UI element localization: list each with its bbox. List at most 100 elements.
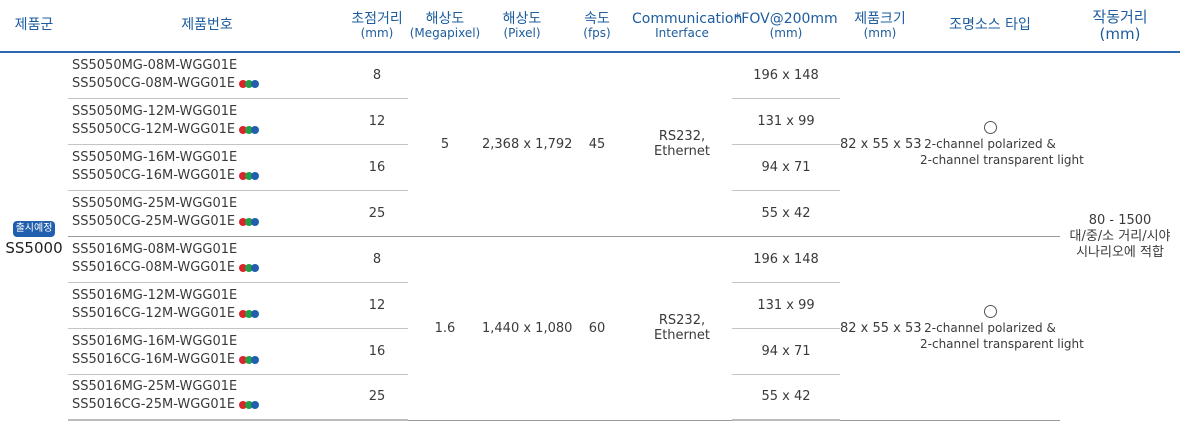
working-distance-note: 시나리오에 적합 — [1076, 244, 1164, 260]
color-dot-icon — [239, 217, 248, 226]
header-pixel: 해상도 (Pixel) — [482, 0, 562, 53]
header-fov: *FOV@200mm (mm) — [732, 0, 840, 53]
rgb-color-icon — [239, 397, 260, 415]
color-dot-icon — [239, 401, 248, 410]
fov-cell: 55 x 42 — [732, 190, 840, 237]
working-distance-value: 80 - 1500 — [1088, 212, 1152, 228]
color-dot-icon — [239, 171, 248, 180]
model-cell: SS5050MG-12M-WGG01E SS5050CG-12M-WGG01E — [68, 98, 346, 145]
model-color: SS5016CG-16M-WGG01E — [72, 351, 236, 367]
color-dot-icon — [239, 263, 248, 272]
product-group-name: SS5000 — [5, 238, 63, 257]
light-source-cell: 2-channel polarized & 2-channel transpare… — [920, 52, 1084, 237]
focal-length-cell: 12 — [346, 98, 408, 145]
table-row: 출시예정 SS5000 SS5050MG-08M-WGG01E SS5050CG-08… — [0, 52, 1180, 260]
model-cell: SS5016MG-08M-WGG01E SS5016CG-08M-WGG01E — [68, 236, 346, 283]
comm-line: Ethernet — [654, 328, 710, 343]
color-dot-icon — [251, 217, 260, 226]
table-row: SS5050MG-25M-WGG01E SS5050CG-25M-WGG01E 25… — [0, 190, 1180, 237]
model-color: SS5050CG-16M-WGG01E — [72, 167, 236, 183]
fov-cell: 55 x 42 — [732, 374, 840, 421]
circle-mark-icon — [983, 304, 997, 318]
comm-line: Ethernet — [654, 144, 710, 160]
rgb-color-icon — [239, 260, 260, 278]
rgb-color-icon — [239, 76, 260, 94]
table-row: SS5016MG-25M-WGG01E SS5016CG-25M-WGG01E 25… — [0, 374, 1180, 421]
color-dot-icon — [251, 125, 260, 134]
color-dot-icon — [251, 79, 260, 88]
model-mono: SS5050MG-12M-WGG01E — [72, 103, 238, 119]
focal-length-cell: 16 — [346, 144, 408, 191]
color-dot-icon — [245, 309, 254, 318]
table-row: SS5050MG-12M-WGG01E SS5050CG-12M-WGG01E 12… — [0, 98, 1180, 145]
color-dot-icon — [251, 355, 260, 364]
product-size-cell: 82 x 55 x 53 — [840, 52, 922, 237]
light-source-cell: 2-channel polarized & 2-channel transpare… — [920, 236, 1084, 421]
color-dot-icon — [245, 125, 254, 134]
focal-length-cell: 8 — [346, 52, 408, 99]
working-distance-note: 대/중/소 거리/시야 — [1069, 228, 1171, 244]
model-cell: SS5050MG-08M-WGG01E SS5050CG-08M-WGG01E — [68, 52, 346, 99]
circle-mark-icon — [983, 120, 997, 134]
fov-cell: 131 x 99 — [732, 98, 840, 145]
light-line: 2-channel transparent light — [920, 152, 1084, 167]
model-mono: SS5016MG-12M-WGG01E — [72, 287, 238, 303]
header-fps: 속도 (fps) — [562, 0, 632, 53]
pixel-cell: 1,440 x 1,080 — [482, 236, 572, 421]
fov-cell: 131 x 99 — [732, 282, 840, 329]
light-line: 2-channel polarized & — [924, 136, 1056, 151]
fov-cell: 94 x 71 — [732, 144, 840, 191]
model-cell: SS5050MG-16M-WGG01E SS5050CG-16M-WGG01E — [68, 144, 346, 191]
comm-line: RS232, — [658, 313, 706, 328]
model-color: SS5050CG-12M-WGG01E — [72, 121, 236, 137]
color-dot-icon — [245, 401, 254, 410]
color-dot-icon — [239, 79, 248, 88]
focal-length-cell: 25 — [346, 190, 408, 237]
header-megapixel: 해상도 (Megapixel) — [408, 0, 482, 53]
color-dot-icon — [251, 401, 260, 410]
fps-cell: 45 — [562, 52, 632, 237]
pixel-cell: 2,368 x 1,792 — [482, 52, 572, 237]
header-focal: 초점거리 (mm) — [346, 0, 408, 53]
focal-length-cell: 8 — [346, 236, 408, 283]
rgb-color-icon — [239, 168, 260, 186]
model-color-line: SS5016CG-08M-WGG01E — [72, 259, 346, 278]
model-color-line: SS5050CG-08M-WGG01E — [72, 75, 346, 94]
rgb-color-icon — [239, 122, 260, 140]
light-line: 2-channel polarized & — [924, 320, 1056, 335]
color-dot-icon — [251, 263, 260, 272]
color-dot-icon — [245, 171, 254, 180]
rgb-color-icon — [239, 306, 260, 324]
rgb-color-icon — [239, 214, 260, 232]
product-size-cell: 82 x 55 x 53 — [840, 236, 922, 421]
model-color-line: SS5016CG-25M-WGG01E — [72, 396, 346, 415]
header-distance: 작동거리 (mm) — [1060, 0, 1180, 53]
focal-length-cell: 12 — [346, 282, 408, 329]
focal-length-cell: 25 — [346, 374, 408, 421]
model-mono: SS5016MG-25M-WGG01E — [72, 379, 238, 395]
model-mono: SS5016MG-08M-WGG01E — [72, 241, 238, 257]
model-color-line: SS5050CG-25M-WGG01E — [72, 213, 346, 232]
model-color-line: SS5016CG-12M-WGG01E — [72, 305, 346, 324]
color-dot-icon — [245, 263, 254, 272]
light-line: 2-channel transparent light — [920, 336, 1084, 351]
model-cell: SS5050MG-25M-WGG01E SS5050CG-25M-WGG01E — [68, 190, 346, 237]
header-size: 제품크기 (mm) — [840, 0, 920, 53]
header-group: 제품군 — [0, 0, 68, 53]
rgb-color-icon — [239, 352, 260, 370]
color-dot-icon — [251, 171, 260, 180]
fov-cell: 196 x 148 — [732, 236, 840, 283]
comm-line: RS232, — [658, 129, 706, 145]
table-row: SS5050MG-16M-WGG01E SS5050CG-16M-WGG01E 16… — [0, 144, 1180, 191]
model-color-line: SS5050CG-12M-WGG01E — [72, 121, 346, 140]
color-dot-icon — [251, 309, 260, 318]
fov-cell: 94 x 71 — [732, 328, 840, 375]
model-mono: SS5050MG-25M-WGG01E — [72, 195, 238, 211]
fov-cell: 196 x 148 — [732, 52, 840, 99]
table-row: SS5016MG-16M-WGG01E SS5016CG-16M-WGG01E 16… — [0, 328, 1180, 375]
focal-length-cell: 16 — [346, 328, 408, 375]
table-body: 출시예정 SS5000 SS5050MG-08M-WGG01E SS5050CG-08… — [0, 52, 1180, 421]
color-dot-icon — [245, 79, 254, 88]
color-dot-icon — [239, 309, 248, 318]
